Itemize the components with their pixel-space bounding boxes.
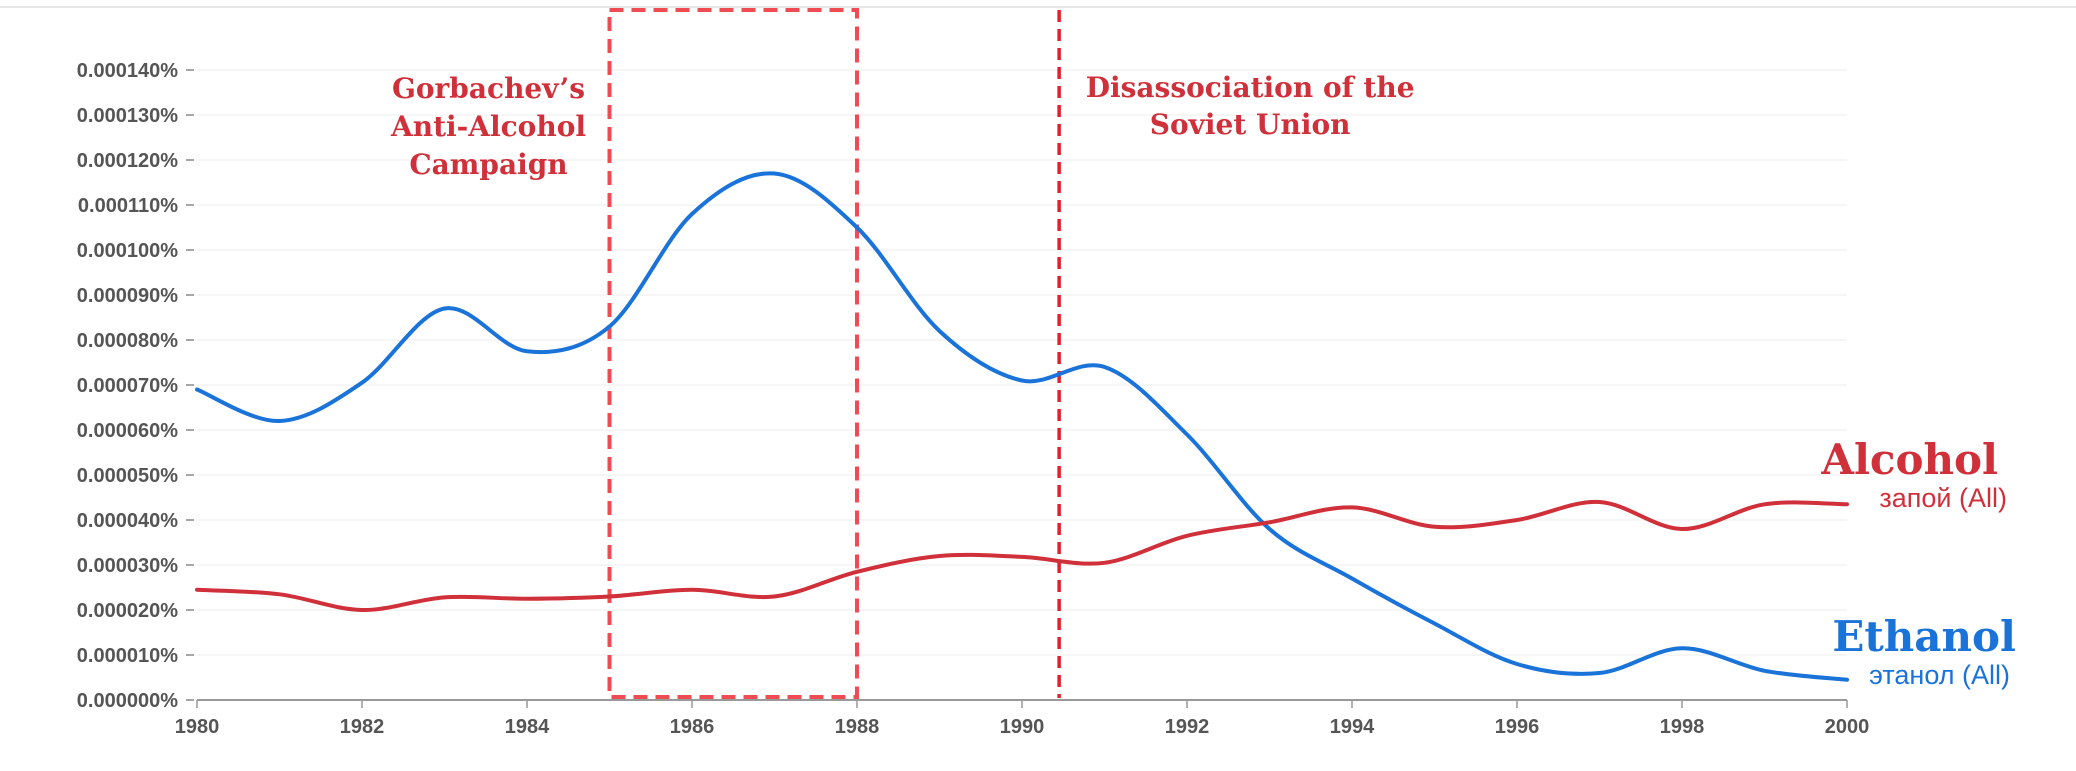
x-axis: 1980 1982 1984 1986 1988 1990 1992 1994 1996 1998…	[175, 699, 1870, 738]
y-tick-label: 0.000030%	[77, 555, 178, 577]
y-tick-label: 0.000010%	[77, 645, 178, 667]
y-tick-label: 0.000000%	[77, 690, 178, 712]
x-tick-label: 1982	[340, 716, 385, 738]
y-tick-label: 0.000120%	[77, 150, 178, 172]
x-tick-label: 1990	[1000, 716, 1045, 738]
y-tick-label: 0.000090%	[77, 285, 178, 307]
annotations: Gorbachev’s Anti-Alcohol Campaign Disassoci…	[390, 8, 1415, 699]
gridlines	[0, 6, 2076, 656]
series-title: Alcohol	[1820, 435, 1998, 484]
x-tick-label: 1994	[1330, 716, 1375, 738]
x-tick-label: 2000	[1825, 716, 1870, 738]
y-tick-label: 0.000070%	[77, 375, 178, 397]
x-tick-label: 1998	[1660, 716, 1705, 738]
annotation-text: Anti-Alcohol	[390, 110, 586, 143]
y-tick-label: 0.000060%	[77, 420, 178, 442]
annotation-text: Disassociation of the	[1086, 71, 1415, 104]
series-name: этанол (All)	[1869, 660, 2010, 690]
x-tick-label: 1992	[1165, 716, 1210, 738]
x-tick-label: 1996	[1495, 716, 1540, 738]
series-line	[195, 499, 1849, 613]
y-tick-label: 0.000110%	[78, 195, 178, 217]
y-tick-label: 0.000050%	[77, 465, 178, 487]
annotation-text: Gorbachev’s	[392, 72, 585, 105]
x-tick-label: 1980	[175, 716, 220, 738]
y-axis: 0.000000% 0.000010% 0.000020% 0.000030% 0.00…	[77, 60, 194, 712]
series-name: запой (All)	[1879, 483, 2007, 513]
annotation-box	[607, 8, 859, 699]
x-tick-label: 1988	[835, 716, 880, 738]
annotation-text: Soviet Union	[1150, 108, 1351, 141]
x-tick-label: 1984	[505, 716, 550, 738]
y-tick-label: 0.000080%	[77, 330, 178, 352]
y-tick-label: 0.000130%	[77, 105, 178, 127]
annotation-text: Campaign	[409, 148, 567, 181]
y-tick-label: 0.000020%	[77, 600, 178, 622]
series-title: Ethanol	[1832, 612, 2016, 661]
y-tick-label: 0.000140%	[77, 60, 178, 82]
series-lines	[195, 171, 1849, 682]
y-tick-label: 0.000100%	[77, 240, 178, 262]
series-line	[195, 171, 1849, 682]
y-tick-label: 0.000040%	[77, 510, 178, 532]
x-tick-label: 1986	[670, 716, 715, 738]
